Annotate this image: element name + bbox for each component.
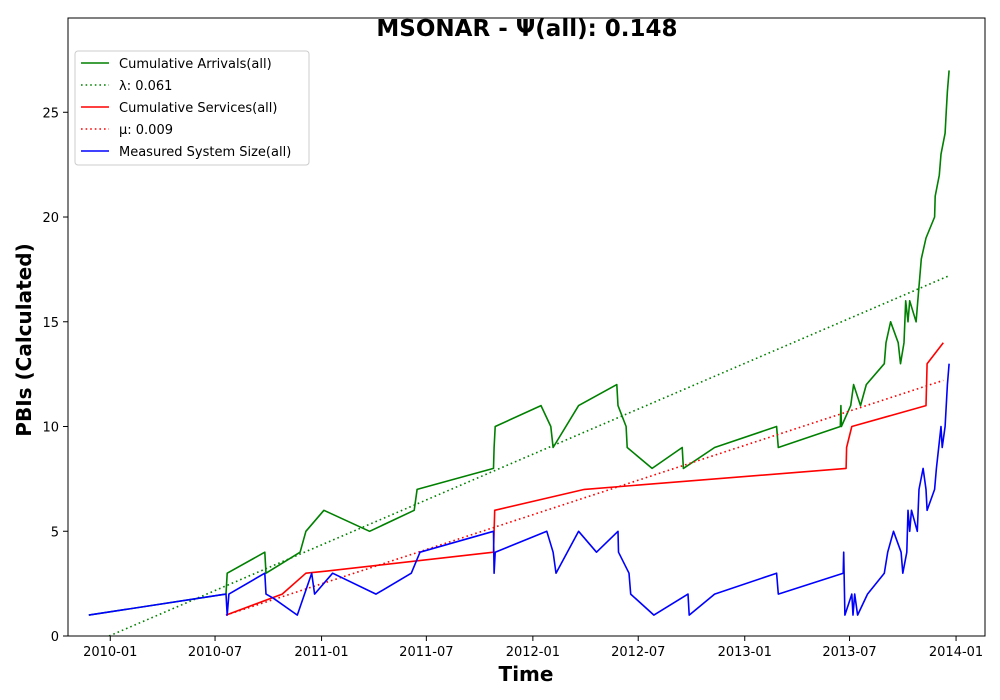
x-tick-label: 2013-01 [718,645,772,660]
series-line-4 [88,363,950,616]
x-tick-label: 2013-07 [822,645,876,660]
y-tick-label: 10 [42,421,59,436]
x-axis-title: Time [499,662,554,686]
x-tick-label: 2012-01 [506,645,560,660]
y-axis-ticks: 0 5 10 15 20 25 [42,106,68,645]
x-axis-ticks: 2010-01 2010-07 2011-01 2011-07 2012-01 2012-… [83,636,983,660]
series-line-2 [225,342,944,616]
series-line-0 [88,70,950,616]
x-tick-label: 2010-01 [83,645,137,660]
x-tick-label: 2011-01 [294,645,348,660]
legend-label: μ: 0.009 [119,123,173,138]
chart-title: MSONAR - Ψ(all): 0.148 [376,16,677,42]
y-tick-label: 25 [42,106,59,121]
x-tick-label: 2011-07 [399,645,453,660]
legend-label: λ: 0.061 [119,79,172,94]
series-line-3 [225,379,944,616]
y-tick-label: 20 [42,211,59,226]
legend-label: Cumulative Arrivals(all) [119,57,272,72]
legend-label: Measured System Size(all) [119,145,291,160]
legend-box [74,50,310,166]
x-tick-label: 2012-07 [611,645,665,660]
x-tick-label: 2010-07 [188,645,242,660]
y-tick-label: 15 [42,316,59,331]
legend: Cumulative Arrivals(all) λ: 0.061 Cumulati… [74,50,310,166]
x-tick-label: 2014-01 [929,645,983,660]
y-tick-label: 5 [51,525,59,540]
y-axis-title: PBIs (Calculated) [12,243,36,436]
y-tick-label: 0 [51,630,59,645]
legend-label: Cumulative Services(all) [119,101,277,116]
plot-area [88,70,950,636]
series-line-1 [108,274,950,636]
plot-frame [67,17,986,637]
